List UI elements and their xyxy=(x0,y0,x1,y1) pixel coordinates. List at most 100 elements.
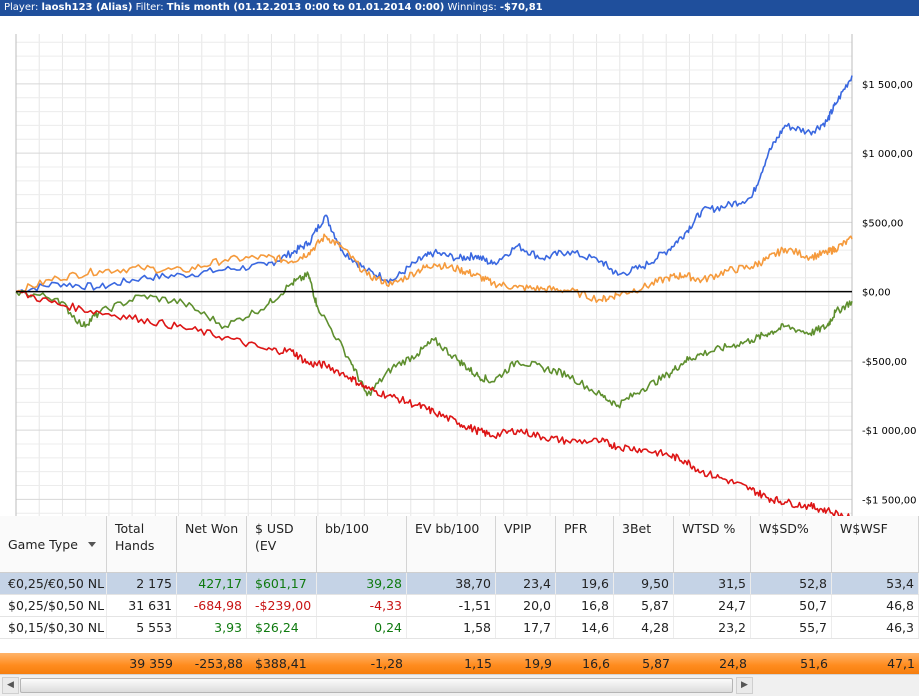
cell-net-won: 3,93 xyxy=(177,617,247,638)
col-header-wtsd[interactable]: WTSD % xyxy=(674,516,751,572)
winnings-label: Winnings: xyxy=(447,2,497,13)
cell-total-hands: 31 631 xyxy=(107,595,177,616)
cell-usd-ev: $601,17 xyxy=(247,573,317,594)
scroll-thumb[interactable] xyxy=(20,678,733,693)
series-line-2 xyxy=(15,271,853,409)
col-header-label: bb/100 xyxy=(325,521,369,536)
arrow-left-icon: ◀ xyxy=(7,680,14,690)
cell-game-type: €0,25/€0,50 NL xyxy=(0,573,107,594)
scroll-left-button[interactable]: ◀ xyxy=(2,677,19,694)
col-header-label: $ USD (EV xyxy=(255,521,294,553)
winnings-graph-svg: $1 500,00 $1 000,00 $500,00 $0,00 -$500,00 -$… xyxy=(15,34,917,516)
y-tick-label: -$500,00 xyxy=(862,357,907,368)
cell-ev-bb100: 38,70 xyxy=(407,573,496,594)
col-header-bb100[interactable]: bb/100 xyxy=(317,516,407,572)
y-tick-label: $1 500,00 xyxy=(862,80,913,91)
cell-total-hands: 2 175 xyxy=(107,573,177,594)
grid-header: Game Type Total Hands Net Won $ USD (EV bb/1… xyxy=(0,516,919,573)
filter-label: Filter: xyxy=(135,2,164,13)
cell-ev-bb100: 1,58 xyxy=(407,617,496,638)
cell-wsd: 52,8 xyxy=(751,573,832,594)
cell-wtsd: 23,2 xyxy=(674,617,751,638)
cell-pfr: 16,8 xyxy=(556,595,614,616)
col-header-net-won[interactable]: Net Won xyxy=(177,516,247,572)
scroll-right-button[interactable]: ▶ xyxy=(736,677,753,694)
winnings-value: -$70,81 xyxy=(499,2,543,13)
cell-vpip: 17,7 xyxy=(496,617,556,638)
cell-wwsf: 46,8 xyxy=(832,595,919,616)
total-wtsd: 24,8 xyxy=(719,656,747,671)
col-header-wwsf[interactable]: W$WSF xyxy=(832,516,919,572)
cell-game-type: $0,25/$0,50 NL xyxy=(0,595,107,616)
total-threebet: 5,87 xyxy=(642,656,670,671)
grid-totals-row: 39 359 -253,88 $388,41 -1,28 1,15 19,9 16,6 5,8… xyxy=(0,653,919,675)
col-header-wsd[interactable]: W$SD% xyxy=(751,516,832,572)
cell-wwsf: 46,3 xyxy=(832,617,919,638)
total-wwsf: 47,1 xyxy=(887,656,915,671)
series-line-3 xyxy=(15,290,850,516)
cell-net-won: 427,17 xyxy=(177,573,247,594)
table-row[interactable]: €0,25/€0,50 NL 2 175 427,17 $601,17 39,28 38,… xyxy=(0,573,919,595)
col-header-usd-ev[interactable]: $ USD (EV xyxy=(247,516,317,572)
player-name: laosh123 (Alias) xyxy=(41,2,133,13)
cell-vpip: 20,0 xyxy=(496,595,556,616)
cell-wsd: 55,7 xyxy=(751,617,832,638)
col-header-label: EV bb/100 xyxy=(415,521,480,536)
total-wsd: 51,6 xyxy=(800,656,828,671)
table-row[interactable]: $0,15/$0,30 NL 5 553 3,93 $26,24 0,24 1,58 17,… xyxy=(0,617,919,639)
total-vpip: 19,9 xyxy=(524,656,552,671)
cell-pfr: 14,6 xyxy=(556,617,614,638)
total-net-won: -253,88 xyxy=(194,656,243,671)
col-header-label: W$WSF xyxy=(840,521,888,536)
series-line-0 xyxy=(15,75,853,294)
series-line-1 xyxy=(15,233,853,303)
y-tick-label: -$1 000,00 xyxy=(862,426,917,437)
stats-grid: Game Type Total Hands Net Won $ USD (EV bb/1… xyxy=(0,516,919,696)
total-pfr: 16,6 xyxy=(582,656,610,671)
col-header-label: W$SD% xyxy=(759,521,809,536)
col-header-label: PFR xyxy=(564,521,588,536)
cell-bb100: -4,33 xyxy=(317,595,407,616)
col-header-total-hands[interactable]: Total Hands xyxy=(107,516,177,572)
col-header-label: VPIP xyxy=(504,521,532,536)
total-bb100: -1,28 xyxy=(370,656,403,671)
cell-usd-ev: -$239,00 xyxy=(247,595,317,616)
cell-wtsd: 24,7 xyxy=(674,595,751,616)
cell-wtsd: 31,5 xyxy=(674,573,751,594)
title-bar: Player: laosh123 (Alias) Filter: This mo… xyxy=(0,0,919,16)
cell-usd-ev: $26,24 xyxy=(247,617,317,638)
arrow-right-icon: ▶ xyxy=(741,680,748,690)
total-usd-ev: $388,41 xyxy=(255,656,307,671)
cell-threebet: 9,50 xyxy=(614,573,674,594)
col-header-label: Net Won xyxy=(185,521,239,536)
col-header-label: Total Hands xyxy=(115,521,155,553)
cell-wwsf: 53,4 xyxy=(832,573,919,594)
horizontal-scrollbar[interactable]: ◀ ▶ xyxy=(0,674,919,696)
cell-total-hands: 5 553 xyxy=(107,617,177,638)
y-tick-label: $500,00 xyxy=(862,218,903,229)
filter-value: This month (01.12.2013 0:00 to 01.01.201… xyxy=(166,2,445,13)
cell-threebet: 4,28 xyxy=(614,617,674,638)
col-header-pfr[interactable]: PFR xyxy=(556,516,614,572)
total-game-type xyxy=(0,653,107,675)
cell-bb100: 0,24 xyxy=(317,617,407,638)
table-row[interactable]: $0,25/$0,50 NL 31 631 -684,98 -$239,00 -4,33… xyxy=(0,595,919,617)
cell-bb100: 39,28 xyxy=(317,573,407,594)
col-header-ev-bb100[interactable]: EV bb/100 xyxy=(407,516,496,572)
y-tick-label: -$1 500,00 xyxy=(862,495,917,506)
cell-threebet: 5,87 xyxy=(614,595,674,616)
col-header-vpip[interactable]: VPIP xyxy=(496,516,556,572)
cell-wsd: 50,7 xyxy=(751,595,832,616)
sort-dropdown-icon[interactable] xyxy=(87,541,96,547)
col-header-game-type[interactable]: Game Type xyxy=(0,516,107,572)
total-ev-bb100: 1,15 xyxy=(464,656,492,671)
col-header-label: Game Type xyxy=(8,536,78,552)
cell-ev-bb100: -1,51 xyxy=(407,595,496,616)
cell-game-type: $0,15/$0,30 NL xyxy=(0,617,107,638)
cell-pfr: 19,6 xyxy=(556,573,614,594)
cell-vpip: 23,4 xyxy=(496,573,556,594)
total-total-hands: 39 359 xyxy=(129,656,173,671)
col-header-threebet[interactable]: 3Bet xyxy=(614,516,674,572)
col-header-label: WTSD % xyxy=(682,521,736,536)
